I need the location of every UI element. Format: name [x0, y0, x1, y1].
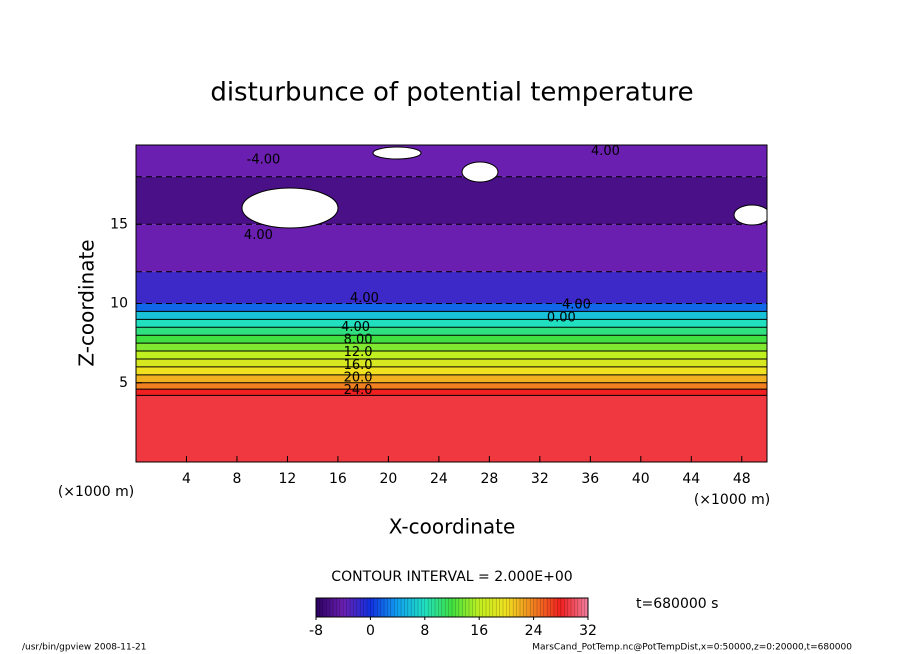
field-band — [136, 311, 767, 320]
y-tick-label: 5 — [119, 375, 128, 391]
contour-label: -4.00 — [247, 153, 281, 168]
x-tick-label: 40 — [632, 471, 650, 487]
x-tick-label: 48 — [733, 471, 751, 487]
missing-region — [733, 204, 767, 226]
x-tick-label: 16 — [329, 471, 347, 487]
x-tick-label: 20 — [379, 471, 397, 487]
field-band — [136, 224, 767, 272]
x-unit: (×1000 m) — [694, 492, 770, 508]
x-tick-label: 32 — [531, 471, 549, 487]
field-band — [136, 358, 767, 367]
y-axis-label: Z-coordinate — [75, 239, 99, 366]
colorbar-tick-label: 16 — [470, 623, 488, 639]
contour-label: 24.0 — [344, 383, 373, 398]
colorbar-tick-label: 32 — [579, 623, 597, 639]
contour-label: 16.0 — [344, 358, 373, 373]
x-tick-label: 4 — [182, 471, 191, 487]
contour-label: 20.0 — [344, 370, 373, 385]
colorbar-tick-label: 8 — [420, 623, 429, 639]
contour-label: 4.00 — [350, 291, 379, 306]
field-band — [136, 389, 767, 396]
x-axis-label: X-coordinate — [389, 515, 516, 539]
contour-label: 8.00 — [344, 332, 373, 347]
colorbar-tick-label: 24 — [525, 623, 543, 639]
footer-right: MarsCand_PotTemp.nc@PotTempDist,x=0:5000… — [532, 643, 852, 653]
contour-label: 0.00 — [547, 310, 576, 325]
field-band — [136, 327, 767, 336]
time-label: t=680000 s — [636, 596, 718, 612]
field-band — [136, 176, 767, 225]
overlay: -4.004.004.004.00 4.000.004.008.0012.016.… — [110, 144, 768, 487]
x-tick-label: 36 — [581, 471, 599, 487]
field-band — [136, 335, 767, 344]
field-band — [136, 303, 767, 312]
contour-label: 4.00 — [591, 144, 620, 159]
contour-label: 12.0 — [344, 345, 373, 360]
missing-region — [461, 161, 499, 183]
field-band — [136, 343, 767, 352]
field-band — [136, 366, 767, 375]
x-tick-label: 24 — [430, 471, 448, 487]
x-tick-label: 12 — [279, 471, 297, 487]
field-band — [136, 351, 767, 359]
y-tick-label: 15 — [110, 216, 128, 232]
colorbar-tick-label: 0 — [366, 623, 375, 639]
chart-title: disturbunce of potential temperature — [210, 78, 693, 108]
field-band — [136, 271, 767, 304]
field-band — [136, 319, 767, 328]
contour-interval: CONTOUR INTERVAL = 2.000E+00 — [331, 569, 572, 585]
y-tick-label: 10 — [110, 296, 128, 312]
colorbar-tick-label: -8 — [309, 623, 323, 639]
contour-label: 4.00 — [244, 228, 273, 243]
contour-label: 4.00 — [341, 320, 370, 335]
field-band — [136, 395, 767, 462]
field — [136, 145, 767, 462]
colorbar — [315, 597, 589, 618]
missing-region — [241, 187, 339, 229]
field-band — [136, 145, 767, 177]
field-band — [136, 374, 767, 383]
contour-label: 4.00 — [562, 298, 591, 313]
y-unit: (×1000 m) — [58, 484, 134, 500]
missing-region — [372, 146, 422, 160]
field-band — [136, 382, 767, 390]
x-tick-label: 8 — [232, 471, 241, 487]
footer-left: /usr/bin/gpview 2008-11-21 — [22, 643, 146, 653]
x-tick-label: 28 — [480, 471, 498, 487]
x-tick-label: 44 — [682, 471, 700, 487]
